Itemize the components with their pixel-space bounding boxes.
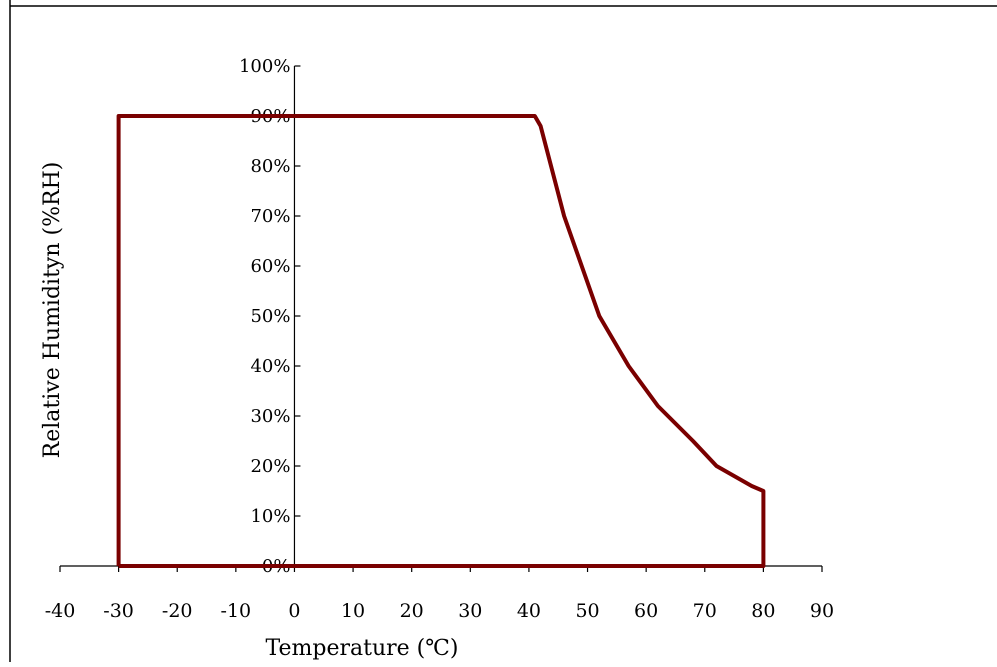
x-tick-label: -40 <box>45 600 76 622</box>
x-tick-label: 20 <box>400 600 424 622</box>
x-tick-label: -10 <box>221 600 252 622</box>
y-tick-labels: 0%10%20%30%40%50%60%70%80%90%100% <box>239 56 290 577</box>
y-tick-label: 20% <box>250 456 290 477</box>
y-tick-label: 40% <box>250 356 290 377</box>
y-tick-label: 100% <box>239 56 290 77</box>
y-tick-label: 10% <box>250 506 290 527</box>
x-tick-label: 40 <box>517 600 541 622</box>
y-tick-label: 70% <box>250 206 290 227</box>
axes <box>59 65 823 572</box>
y-tick-label: 50% <box>250 306 290 327</box>
x-tick-label: 0 <box>288 600 300 622</box>
x-tick-labels: -40 -30 -20 -10 0 10 20 30 40 50 60 70 80 90 <box>45 600 834 622</box>
x-tick-label: 50 <box>575 600 599 622</box>
y-tick-label: 60% <box>250 256 290 277</box>
x-tick-label: 30 <box>458 600 482 622</box>
x-tick-label: 80 <box>751 600 775 622</box>
x-tick-label: -30 <box>103 600 134 622</box>
x-tick-label: 60 <box>634 600 658 622</box>
series-line <box>116 114 766 568</box>
x-axis-label: Temperature (℃) <box>266 636 459 661</box>
y-tick-label: 80% <box>250 156 290 177</box>
x-tick-label: 90 <box>810 600 834 622</box>
x-tick-label: -20 <box>162 600 193 622</box>
y-tick-label: 30% <box>250 406 290 427</box>
x-tick-label: 70 <box>693 600 717 622</box>
x-tick-label: 10 <box>341 600 365 622</box>
y-axis-label: Relative Humidityn (%RH) <box>40 162 65 459</box>
